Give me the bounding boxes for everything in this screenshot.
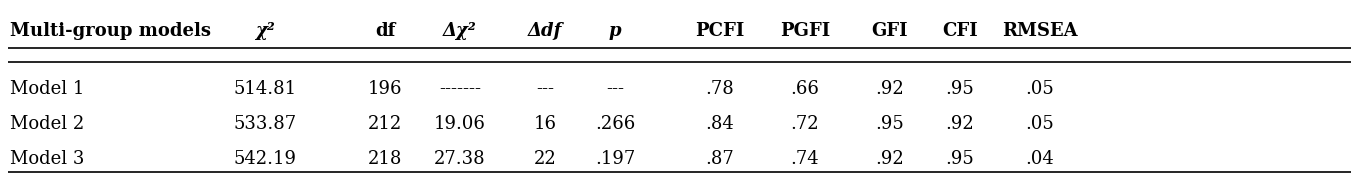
Text: .95: .95	[946, 80, 974, 98]
Text: Δdf: Δdf	[527, 22, 563, 40]
Text: GFI: GFI	[871, 22, 908, 40]
Text: ---: ---	[535, 80, 554, 98]
Text: .95: .95	[875, 115, 904, 133]
Text: 212: 212	[368, 115, 402, 133]
Text: .92: .92	[875, 80, 904, 98]
Text: 27.38: 27.38	[434, 150, 485, 168]
Text: Model 1: Model 1	[10, 80, 84, 98]
Text: .05: .05	[1026, 115, 1055, 133]
Text: .05: .05	[1026, 80, 1055, 98]
Text: Multi-group models: Multi-group models	[10, 22, 211, 40]
Text: PCFI: PCFI	[696, 22, 745, 40]
Text: .197: .197	[595, 150, 635, 168]
Text: .92: .92	[875, 150, 904, 168]
Text: Model 2: Model 2	[10, 115, 84, 133]
Text: df: df	[375, 22, 395, 40]
Text: p: p	[609, 22, 621, 40]
Text: .87: .87	[705, 150, 734, 168]
Text: .92: .92	[946, 115, 974, 133]
Text: Model 3: Model 3	[10, 150, 84, 168]
Text: .74: .74	[791, 150, 819, 168]
Text: .84: .84	[705, 115, 734, 133]
Text: PGFI: PGFI	[780, 22, 830, 40]
Text: CFI: CFI	[942, 22, 978, 40]
Text: 514.81: 514.81	[234, 80, 296, 98]
Text: .66: .66	[791, 80, 819, 98]
Text: RMSEA: RMSEA	[1002, 22, 1078, 40]
Text: Δχ²: Δχ²	[443, 22, 477, 40]
Text: 19.06: 19.06	[434, 115, 487, 133]
Text: 218: 218	[368, 150, 402, 168]
Text: -------: -------	[439, 80, 481, 98]
Text: 22: 22	[534, 150, 556, 168]
Text: .72: .72	[791, 115, 819, 133]
Text: 16: 16	[534, 115, 556, 133]
Text: .04: .04	[1026, 150, 1055, 168]
Text: 542.19: 542.19	[234, 150, 296, 168]
Text: χ²: χ²	[255, 22, 275, 40]
Text: .78: .78	[705, 80, 734, 98]
Text: ---: ---	[606, 80, 624, 98]
Text: .266: .266	[595, 115, 635, 133]
Text: .95: .95	[946, 150, 974, 168]
Text: 533.87: 533.87	[234, 115, 296, 133]
Text: 196: 196	[368, 80, 402, 98]
